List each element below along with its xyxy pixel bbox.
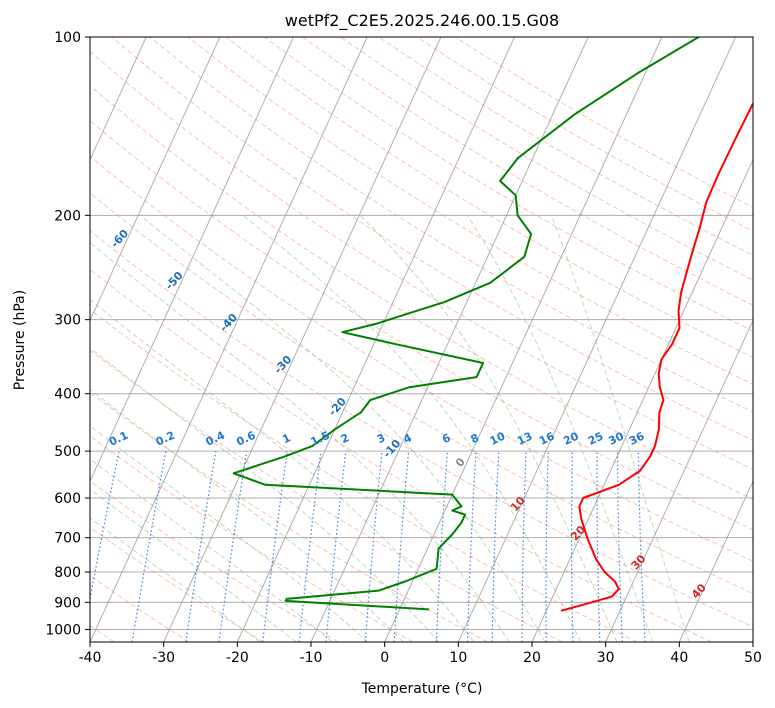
dry-adiabat [90,435,414,642]
y-tick-label: 900 [54,595,81,611]
dry-adiabat [90,268,712,642]
y-tick-label: 1000 [45,622,81,638]
x-tick-label: -10 [300,650,323,666]
dry-adiabat [90,391,488,642]
dry-adiabat [90,574,190,642]
mixing-ratio-line [298,451,322,642]
dry-adiabat [149,37,753,413]
y-tick-label: 300 [54,313,81,329]
isotherm [310,37,589,642]
moist-adiabat [90,388,404,642]
isotherm [90,37,147,161]
mixing-ratio-line [364,451,383,642]
isotherm [90,37,368,642]
temperature-profile [560,102,753,612]
moist-adiabat [90,458,333,642]
x-tick-label: -40 [79,650,102,666]
moist-adiabat [90,241,510,642]
mixing-ratio-label: 10 [488,429,508,447]
mixing-ratio-line [325,451,347,642]
mixing-ratio-label: 13 [515,430,534,448]
axes: -40 -30 -20 -10 0 10 20 30 40 50 100 200 300 400 500 60… [45,30,762,666]
mixing-ratio-label: 36 [627,429,647,447]
x-tick-label: -20 [226,650,249,666]
dry-adiabat [90,349,563,642]
isotherm [678,480,753,642]
isotherm [90,37,295,483]
moist-adiabat [90,488,297,642]
moist-adiabat [359,214,618,642]
mixing-ratio-line [262,451,288,642]
x-tick-label: 40 [670,650,688,666]
dry-adiabat [90,230,753,628]
isotherm [90,37,221,322]
x-tick-label: 30 [597,650,615,666]
dry-adiabat [111,37,753,441]
plot-area: -100-90-80-70-60-50-40-30-20-10010203040… [90,37,753,642]
moist-adiabat [139,214,546,642]
plot-frame [89,36,754,643]
y-tick-label: 400 [54,387,81,403]
y-tick-label: 500 [54,444,81,460]
x-tick-label: -30 [152,650,175,666]
dewpoint-profile [232,37,700,611]
isotherm [605,319,753,642]
moist-adiabat [90,425,369,642]
y-tick-label: 600 [54,491,81,507]
dry-adiabat [187,37,753,386]
mixing-ratio-label: 30 [606,429,626,447]
mixing-ratio-label: 25 [586,430,605,448]
y-tick-label: 700 [54,531,81,547]
x-axis-label: Temperature (°C) [361,681,483,697]
isotherm [384,37,663,642]
dry-adiabat [90,480,339,642]
dry-adiabat [90,119,753,531]
y-tick-label: 100 [54,30,81,46]
x-tick-label: 0 [380,650,389,666]
mixing-ratio-label: 20 [561,429,581,447]
y-tick-label: 800 [54,565,81,581]
y-axis-label: Pressure (hPa) [12,290,28,390]
isotherm [531,158,753,642]
x-tick-label: 20 [523,650,541,666]
chart-title: wetPf2_C2E5.2025.246.00.15.G08 [285,11,559,31]
isotherm [163,37,442,642]
x-tick-label: 10 [449,650,467,666]
isotherm [457,37,737,642]
mixing-ratio-line [218,451,248,642]
mixing-ratio-line [185,451,217,642]
moist-adiabat [90,299,475,642]
moist-adiabat [242,214,582,642]
moist-adiabat [550,215,690,642]
mixing-ratio-label: 16 [537,429,557,447]
x-tick-label: 50 [744,650,762,666]
y-tick-label: 200 [54,208,81,224]
